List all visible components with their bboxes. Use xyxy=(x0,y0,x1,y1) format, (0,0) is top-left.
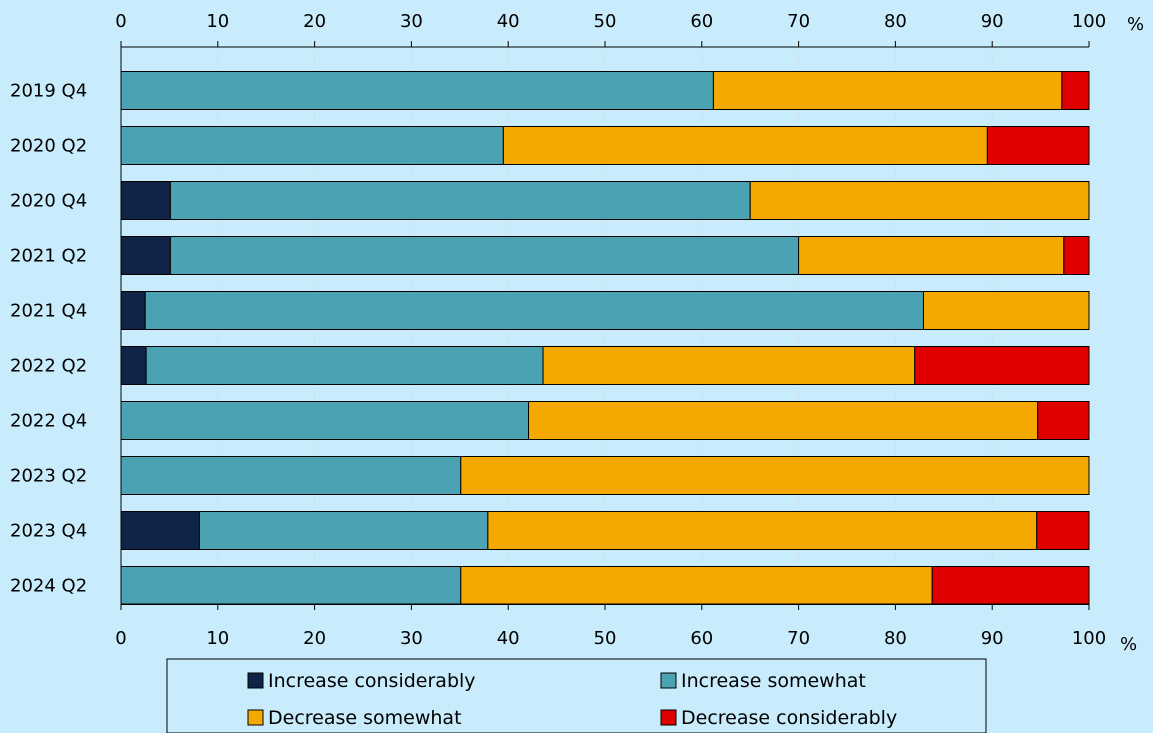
bar-segment-decrease-somewhat xyxy=(542,346,916,385)
y-category-label: 2020 Q2 xyxy=(10,136,87,157)
x-tick-label-top: 30 xyxy=(400,11,423,32)
bar-segment-increase-somewhat xyxy=(169,181,751,220)
bar-segment-increase-somewhat xyxy=(120,566,462,605)
bar-segment-decrease-somewhat xyxy=(922,291,1090,330)
bar-segment-decrease-considerably xyxy=(1037,401,1090,440)
x-axis-ticks-top: 0 10 20 30 40 50 60 70 80 90 100 xyxy=(115,11,1106,32)
x-tick-label-top: 50 xyxy=(594,11,617,32)
bar-segment-increase-considerably xyxy=(120,181,171,220)
bar-segment-increase-considerably xyxy=(120,511,200,550)
legend-label-increase-somewhat: Increase somewhat xyxy=(681,670,866,692)
x-tick-label-top: 100 xyxy=(1072,11,1106,32)
x-tick-label-bottom: 90 xyxy=(981,628,1004,649)
x-tick-label-bottom: 10 xyxy=(206,628,229,649)
legend-label-increase-considerably: Increase considerably xyxy=(268,670,476,692)
x-tick-label-top: 70 xyxy=(787,11,810,32)
legend-swatch-increase-considerably xyxy=(247,672,264,689)
x-axis-unit-bottom: % xyxy=(1120,634,1137,655)
bar-segment-increase-somewhat xyxy=(120,401,530,440)
x-tick-label-bottom: 80 xyxy=(884,628,907,649)
x-tick-label-bottom: 40 xyxy=(497,628,520,649)
bar-segment-increase-considerably xyxy=(120,236,171,275)
y-category-label: 2020 Q4 xyxy=(10,191,87,212)
x-tick-label-bottom: 50 xyxy=(594,628,617,649)
x-tick-label-top: 40 xyxy=(497,11,520,32)
x-tick-label-top: 80 xyxy=(884,11,907,32)
axes xyxy=(120,41,1090,610)
x-tick-label-top: 90 xyxy=(981,11,1004,32)
bar-segment-decrease-somewhat xyxy=(528,401,1039,440)
bar-segment-decrease-somewhat xyxy=(749,181,1090,220)
x-tick-label-bottom: 30 xyxy=(400,628,423,649)
y-category-label: 2021 Q4 xyxy=(10,301,87,322)
legend-swatch-increase-somewhat xyxy=(660,672,677,689)
y-category-label: 2024 Q2 xyxy=(10,576,87,597)
bar-segment-decrease-somewhat xyxy=(798,236,1065,275)
legend-swatch-decrease-somewhat xyxy=(247,709,264,726)
x-tick-label-top: 60 xyxy=(690,11,713,32)
bar-segment-decrease-considerably xyxy=(914,346,1090,385)
bar-segment-increase-somewhat xyxy=(169,236,800,275)
bar-segment-decrease-considerably xyxy=(931,566,1090,605)
bar-segment-decrease-somewhat xyxy=(502,126,988,165)
y-category-label: 2019 Q4 xyxy=(10,81,87,102)
bar-segment-increase-somewhat xyxy=(198,511,489,550)
bar-segment-increase-considerably xyxy=(120,346,147,385)
x-tick-label-bottom: 60 xyxy=(690,628,713,649)
bars xyxy=(120,71,1090,605)
bar-segment-increase-somewhat xyxy=(120,126,504,165)
x-tick-label-bottom: 20 xyxy=(303,628,326,649)
y-category-label: 2023 Q2 xyxy=(10,466,87,487)
x-tick-label-top: 20 xyxy=(303,11,326,32)
x-tick-label-bottom: 0 xyxy=(115,628,126,649)
legend-box xyxy=(166,658,987,733)
y-category-label: 2021 Q2 xyxy=(10,246,87,267)
bar-segment-decrease-considerably xyxy=(1036,511,1090,550)
legend-swatch-decrease-considerably xyxy=(660,709,677,726)
y-category-label: 2022 Q4 xyxy=(10,411,87,432)
bar-segment-decrease-considerably xyxy=(986,126,1090,165)
bar-segment-decrease-somewhat xyxy=(712,71,1063,110)
y-category-label: 2022 Q2 xyxy=(10,356,87,377)
bar-segment-increase-somewhat xyxy=(120,456,462,495)
y-axis-category-labels: 2019 Q4 2020 Q2 2020 Q4 2021 Q2 2021 Q4 2022 … xyxy=(10,81,87,597)
x-tick-label-top: 10 xyxy=(206,11,229,32)
bar-segment-decrease-considerably xyxy=(1061,71,1090,110)
bar-segment-increase-considerably xyxy=(120,291,146,330)
x-tick-label-bottom: 100 xyxy=(1072,628,1106,649)
bar-segment-decrease-somewhat xyxy=(460,566,933,605)
legend-label-decrease-somewhat: Decrease somewhat xyxy=(268,707,462,729)
bar-segment-decrease-somewhat xyxy=(487,511,1038,550)
x-tick-label-top: 0 xyxy=(115,11,126,32)
bar-segment-increase-somewhat xyxy=(145,346,544,385)
legend-label-decrease-considerably: Decrease considerably xyxy=(681,707,897,729)
bar-segment-increase-somewhat xyxy=(144,291,924,330)
x-tick-label-bottom: 70 xyxy=(787,628,810,649)
bar-segment-decrease-somewhat xyxy=(460,456,1090,495)
bar-segment-decrease-considerably xyxy=(1063,236,1090,275)
bar-segment-increase-somewhat xyxy=(120,71,714,110)
legend: Increase considerably Increase somewhat De… xyxy=(166,658,987,733)
x-axis-unit-top: % xyxy=(1127,14,1144,35)
x-axis-ticks-bottom: 0 10 20 30 40 50 60 70 80 90 100 xyxy=(115,628,1106,649)
y-category-label: 2023 Q4 xyxy=(10,521,87,542)
